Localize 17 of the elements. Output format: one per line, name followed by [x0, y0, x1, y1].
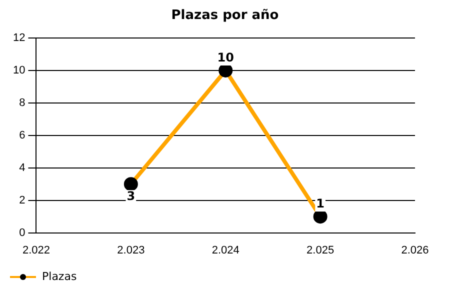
x-tick-label: 2.023 [117, 244, 145, 256]
y-tick-label: 8 [19, 96, 26, 109]
legend-label: Plazas [42, 270, 77, 283]
data-label: 3 [126, 189, 136, 204]
chart-title: Plazas por año [170, 8, 280, 23]
data-label: 10 [217, 50, 234, 65]
x-tick-label: 2.024 [212, 244, 240, 256]
x-tick-label: 2.022 [22, 244, 50, 256]
y-tick-label: 6 [19, 129, 26, 142]
x-tick-label: 2.025 [306, 244, 334, 256]
y-tick-label: 2 [19, 194, 26, 206]
data-label: 1 [316, 196, 324, 211]
x-tick-label: 2.026 [401, 244, 429, 256]
y-tick-label: 10 [12, 64, 26, 76]
y-tick-label: 0 [19, 226, 26, 239]
y-tick-label: 12 [12, 32, 26, 44]
y-tick-label: 4 [19, 162, 26, 174]
